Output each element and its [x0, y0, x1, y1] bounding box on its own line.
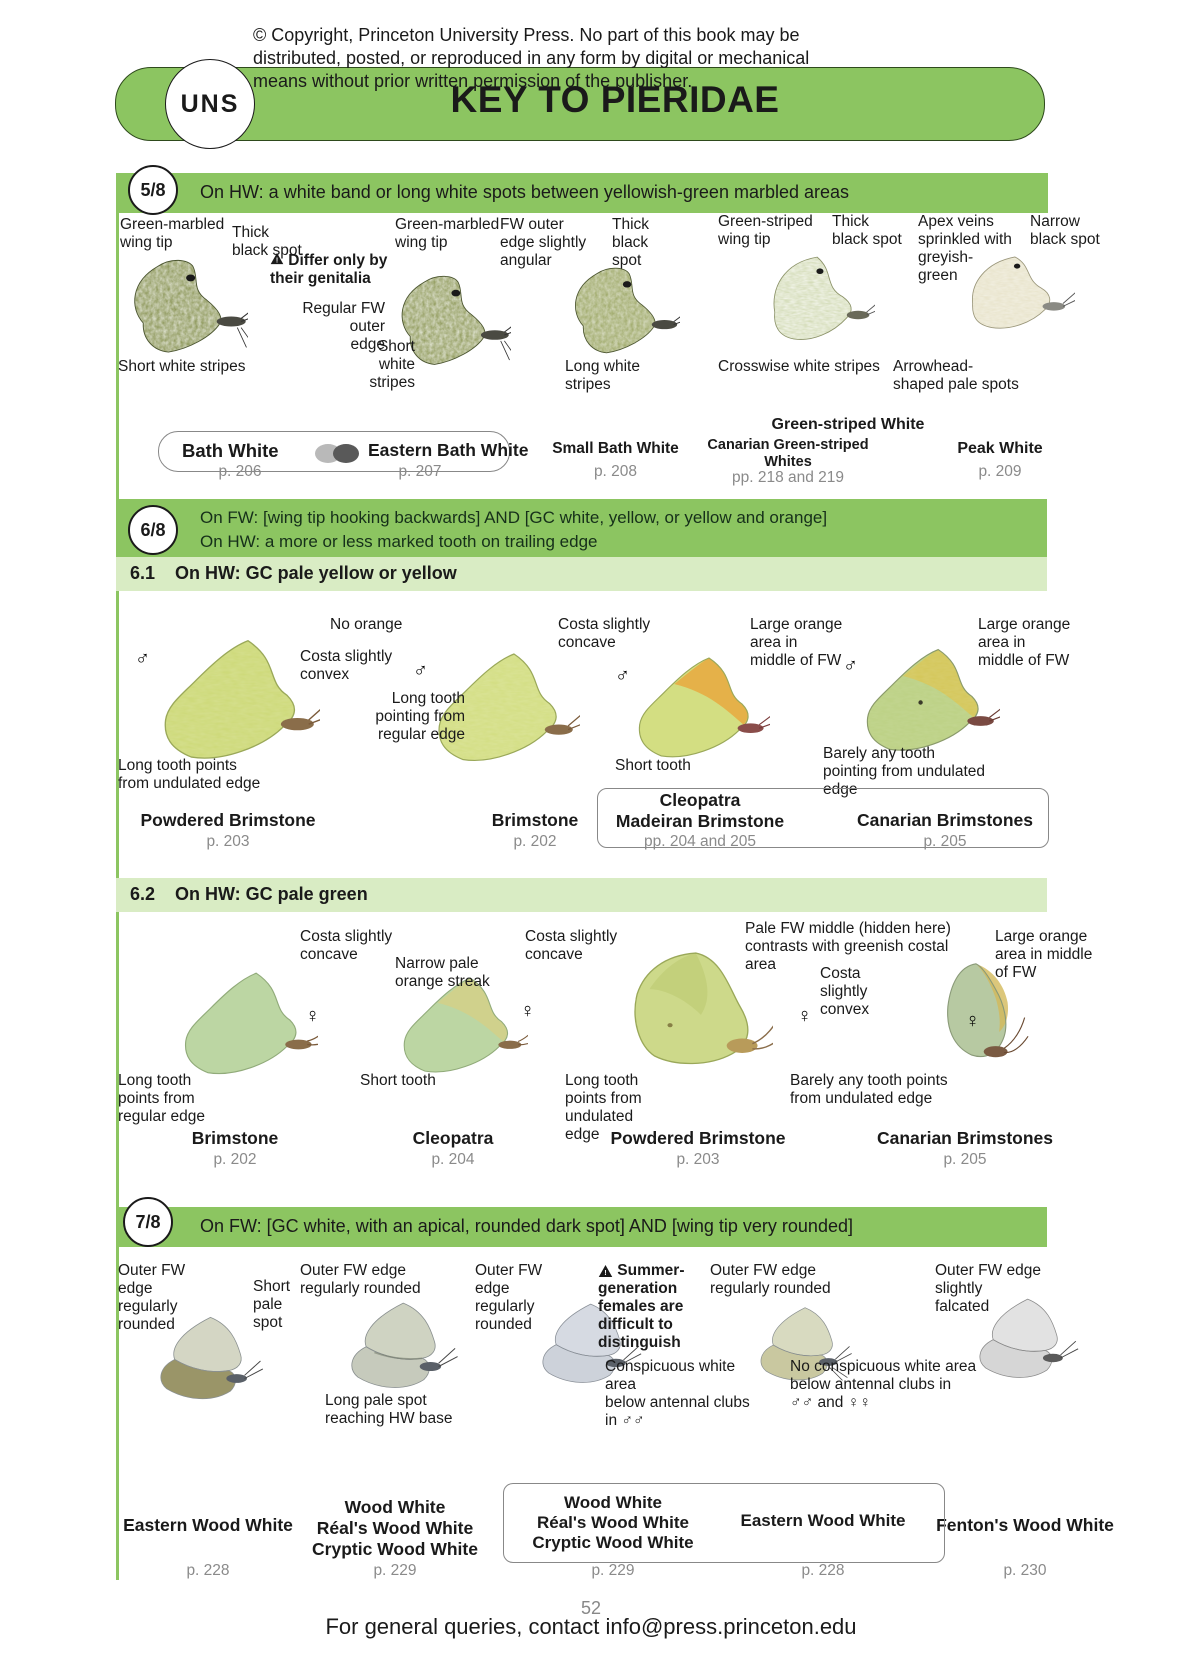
svg-text:!: ! [604, 1268, 607, 1277]
svg-text:!: ! [276, 257, 278, 264]
